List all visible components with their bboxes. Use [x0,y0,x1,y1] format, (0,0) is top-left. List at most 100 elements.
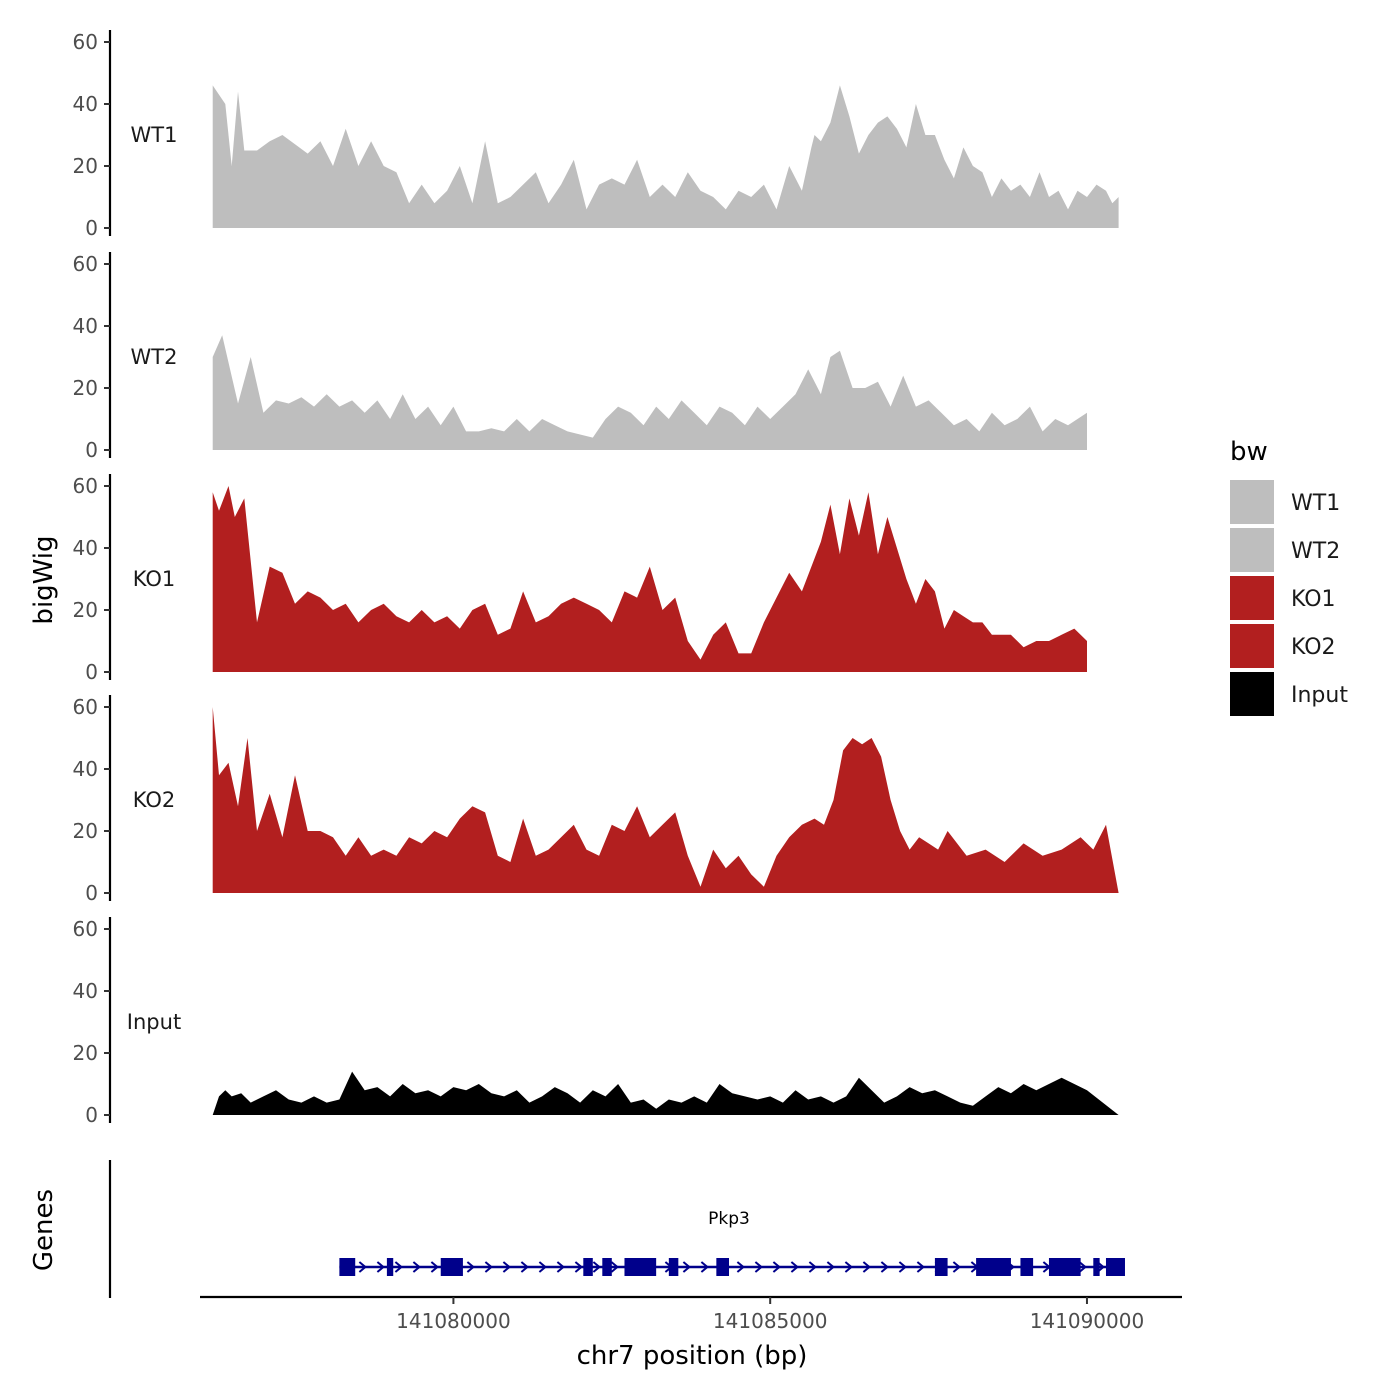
exon [624,1258,657,1276]
strand-arrow [736,1261,745,1273]
y-tick-label: 20 [73,1041,98,1065]
legend-title: bw [1230,437,1268,467]
legend-label-wt2: WT2 [1291,539,1340,564]
exon [976,1258,1011,1276]
y-tick-label: 0 [85,216,98,240]
gene-label: Pkp3 [708,1209,750,1229]
legend-swatch-wt2 [1230,528,1274,572]
x-tick-label: 141080000 [396,1309,511,1333]
signal-area-wt1 [212,85,1119,229]
track-input: 0 20 40 60 Input [73,917,1119,1127]
signal-area-input [212,1071,1119,1115]
strand-arrow [844,1261,853,1273]
signal-area-ko1 [212,486,1087,672]
strand-arrow [592,1261,601,1273]
strand-arrow [502,1261,511,1273]
strand-arrow [520,1261,529,1273]
y-tick-label: 40 [73,314,98,338]
exon [1048,1258,1081,1276]
signal-area-wt2 [212,335,1087,450]
strand-arrow [376,1261,385,1273]
y-tick-label: 0 [85,1103,98,1127]
exon [668,1258,679,1276]
strand-arrow [754,1261,763,1273]
track-label-ko1: KO1 [133,567,176,591]
exon [716,1258,730,1276]
track-label-wt1: WT1 [131,123,178,147]
legend-swatch-wt1 [1230,480,1274,524]
x-axis: 141080000 141085000 141090000 [200,1295,1182,1333]
y-tick-label: 40 [73,757,98,781]
track-ko1: 0 20 40 60 KO1 [73,474,1087,684]
strand-arrow [952,1261,961,1273]
track-label-ko2: KO2 [133,788,176,812]
exon [386,1258,394,1276]
strand-arrow [808,1261,817,1273]
legend-swatch-ko1 [1230,576,1274,620]
legend-label-ko2: KO2 [1291,635,1336,660]
strand-arrow [862,1261,871,1273]
legend: bw WT1 WT2 KO1 KO2 Input [1230,437,1348,716]
track-ko2: 0 20 40 60 KO2 [73,695,1119,905]
y-axis-title: bigWig [29,535,59,624]
strand-arrow [538,1261,547,1273]
strand-arrow [466,1261,475,1273]
strand-arrow [916,1261,925,1273]
legend-label-input: Input [1291,683,1348,708]
strand-arrow [484,1261,493,1273]
legend-label-wt1: WT1 [1291,491,1340,516]
strand-arrow [556,1261,565,1273]
track-label-wt2: WT2 [131,345,178,369]
strand-arrow [1078,1261,1087,1273]
strand-arrow [880,1261,889,1273]
y-tick-label: 0 [85,438,98,462]
track-wt2: 0 20 40 60 WT2 [73,252,1087,462]
y-tick-label: 40 [73,536,98,560]
x-tick-label: 141090000 [1030,1309,1145,1333]
y-tick-label: 20 [73,819,98,843]
exon [934,1258,948,1276]
gene-track: Pkp3 [108,1160,1125,1298]
strand-arrow [898,1261,907,1273]
legend-swatch-input [1230,672,1274,716]
y-tick-label: 60 [73,474,98,498]
y-tick-label: 20 [73,376,98,400]
y-tick-label: 0 [85,881,98,905]
exon [1105,1258,1125,1276]
strand-arrow [826,1261,835,1273]
y-tick-label: 20 [73,154,98,178]
exon [339,1258,356,1276]
signal-area-ko2 [212,707,1119,893]
y-tick-label: 60 [73,695,98,719]
exon [583,1258,593,1276]
y-tick-label: 40 [73,92,98,116]
y-tick-label: 60 [73,917,98,941]
y-tick-label: 60 [73,30,98,54]
strand-arrow [700,1261,709,1273]
exon [602,1258,612,1276]
track-label-input: Input [127,1010,181,1034]
y-tick-label: 40 [73,979,98,1003]
legend-swatch-ko2 [1230,624,1274,668]
x-axis-title: chr7 position (bp) [577,1341,808,1371]
y-tick-label: 20 [73,598,98,622]
y-tick-label: 60 [73,252,98,276]
exon [1020,1258,1034,1276]
genes-axis-title: Genes [29,1189,59,1271]
x-tick-label: 141085000 [713,1309,828,1333]
strand-arrow [610,1261,619,1273]
strand-arrow [772,1261,781,1273]
strand-arrow [574,1261,583,1273]
tracks-layer: 0 20 40 60 WT1 0 20 40 60 WT2 0 20 40 60 KO1 0 20 40 60 KO2… [73,30,1119,1127]
exon [1093,1258,1100,1276]
strand-arrow [394,1261,403,1273]
strand-arrow [790,1261,799,1273]
y-tick-label: 0 [85,660,98,684]
exon [440,1258,463,1276]
strand-arrow [430,1261,439,1273]
strand-arrow [682,1261,691,1273]
legend-label-ko1: KO1 [1291,587,1336,612]
strand-arrow [412,1261,421,1273]
track-wt1: 0 20 40 60 WT1 [73,30,1119,240]
